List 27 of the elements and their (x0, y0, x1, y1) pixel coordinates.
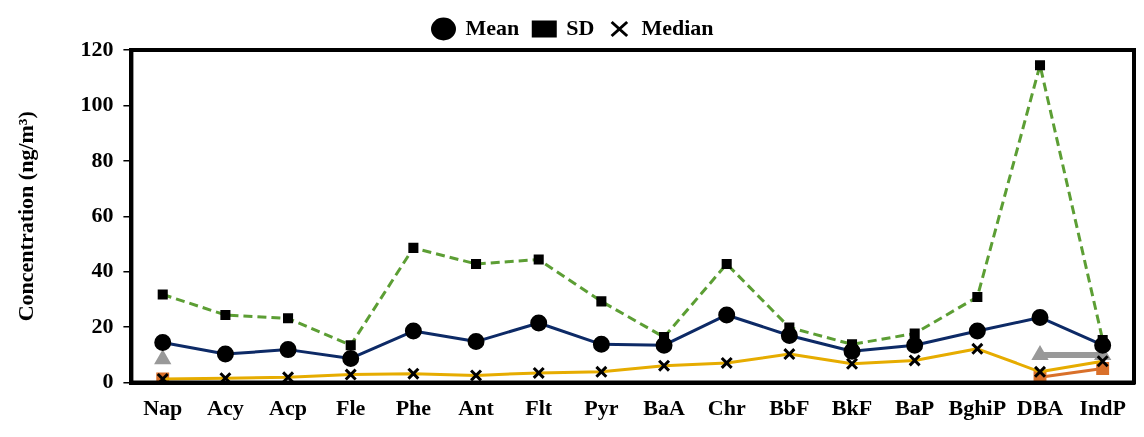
y-tick-label: 0 (102, 368, 114, 394)
x-tick-label: BaP (895, 395, 935, 421)
x-tick-label: BghiP (948, 395, 1007, 421)
x-tick-label: Ant (458, 395, 495, 421)
y-tick-label: 60 (91, 201, 114, 227)
x-tick-label: Acp (269, 395, 307, 421)
legend-label: SD (566, 14, 595, 40)
x-tick-label: BbF (769, 395, 810, 421)
x-tick-label: IndP (1079, 395, 1126, 421)
x-tick-label: BaA (643, 395, 685, 421)
y-tick-label: 80 (91, 146, 114, 172)
x-tick-label: Fle (336, 395, 366, 421)
x-tick-label: BkF (831, 395, 873, 421)
x-tick-label: Acy (207, 395, 244, 421)
y-tick-label: 120 (80, 35, 114, 61)
x-tick-label: Pyr (584, 395, 619, 421)
x-tick-label: Chr (707, 395, 746, 421)
legend-label: Median (641, 14, 714, 40)
y-tick-label: 100 (80, 91, 114, 117)
x-tick-label: Nap (143, 395, 183, 421)
x-tick-label: Phe (395, 395, 432, 421)
legend-label: Mean (465, 14, 520, 40)
x-tick-label: DBA (1016, 395, 1064, 421)
y-tick-label: 20 (91, 312, 114, 338)
x-tick-label: Flt (525, 395, 553, 421)
y-axis-title: Concentration (ng/m³) (12, 111, 38, 322)
y-tick-label: 40 (91, 257, 114, 283)
